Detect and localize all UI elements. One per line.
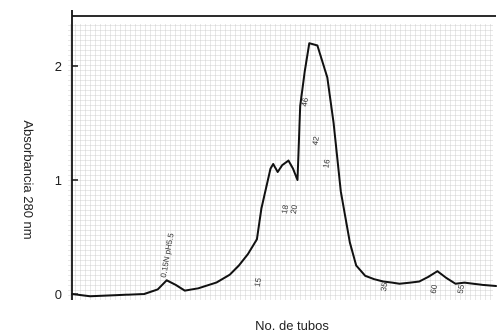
annotation-label: 35	[379, 281, 390, 292]
annotation-label: 42	[311, 135, 322, 146]
annotation-label: 20	[289, 204, 300, 215]
annotation-label: 15	[253, 277, 264, 288]
plot-area	[68, 24, 493, 300]
y-tick-label: 0	[55, 287, 62, 302]
annotation-label: 46	[300, 96, 311, 107]
y-tick-label: 1	[55, 173, 62, 188]
annotation-label: 16	[321, 158, 332, 169]
series-line	[71, 42, 497, 298]
annotation-label: 60	[429, 283, 440, 294]
annotation-label: 55	[456, 283, 467, 294]
y-axis-title: Absorbancia 280 nm	[21, 120, 36, 239]
y-tick-label: 2	[55, 59, 62, 74]
annotation-label: 18	[280, 204, 291, 215]
x-axis-title: No. de tubos	[255, 318, 329, 333]
